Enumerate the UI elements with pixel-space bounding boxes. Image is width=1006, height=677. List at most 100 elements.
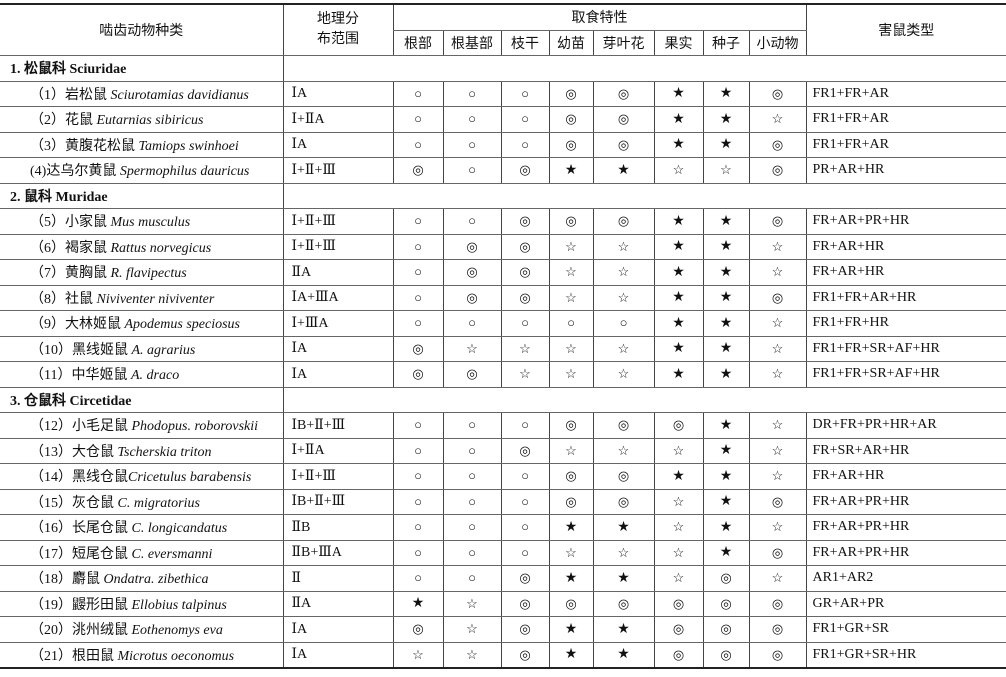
feeding-symbol-cell: ◎ bbox=[500, 285, 549, 311]
table-row: （2）花鼠 Eutarnias sibiricus Ⅰ+ⅡA ○ ○ ○ ◎ ◎ ★ ★ ☆ FR1… bbox=[0, 106, 1006, 133]
geo-cell: ⅠA bbox=[282, 361, 393, 388]
feeding-symbol-cell: ◎ bbox=[592, 81, 654, 107]
feeding-symbol-cell: ○ bbox=[548, 310, 593, 337]
feeding-symbol-cell: ★ bbox=[702, 489, 749, 515]
feeding-symbol-cell: ★ bbox=[653, 208, 703, 235]
feeding-symbol-cell: ○ bbox=[500, 489, 549, 515]
species-cell: （14）黑线仓鼠Cricetulus barabensis bbox=[0, 463, 283, 490]
feeding-symbol-cell: ★ bbox=[702, 81, 749, 107]
family-row: 3. 仓鼠科 Circetidae bbox=[0, 387, 1006, 413]
feeding-symbol-cell: ◎ bbox=[653, 412, 703, 439]
feeding-symbol-cell: ○ bbox=[442, 412, 501, 439]
feeding-symbol-cell: ☆ bbox=[548, 438, 593, 464]
geo-cell: Ⅰ+Ⅱ+Ⅲ bbox=[282, 463, 393, 490]
species-cn: （6）褐家鼠 bbox=[30, 240, 111, 256]
feeding-symbol-cell: ◎ bbox=[592, 412, 654, 439]
feeding-header: 取食特性 bbox=[392, 3, 806, 31]
feeding-symbol-cell: ☆ bbox=[748, 514, 806, 541]
feeding-symbol-cell: ★ bbox=[653, 285, 703, 311]
feeding-symbol-cell: ○ bbox=[392, 259, 443, 286]
species-cn: （14）黑线仓鼠 bbox=[30, 470, 128, 486]
feeding-symbol-cell: ◎ bbox=[653, 642, 703, 669]
feeding-symbol-cell: ◎ bbox=[548, 106, 593, 133]
species-cell: （10）黑线姬鼠 A. agrarius bbox=[0, 336, 283, 362]
feeding-symbol-cell: ☆ bbox=[748, 106, 806, 133]
feeding-symbol-cell: ★ bbox=[548, 616, 593, 643]
geo-cell: ⅠA bbox=[282, 616, 393, 643]
pest-type-cell: FR1+FR+AR bbox=[805, 106, 1006, 133]
species-cn: （17）短尾仓鼠 bbox=[30, 546, 132, 562]
feeding-symbol-cell: ☆ bbox=[548, 336, 593, 362]
feeding-symbol-cell: ☆ bbox=[392, 642, 443, 669]
feeding-symbol-cell: ◎ bbox=[392, 616, 443, 643]
feeding-symbol-cell: ★ bbox=[592, 565, 654, 592]
pest-type-cell: FR1+FR+HR bbox=[805, 310, 1006, 337]
feeding-symbol-cell: ◎ bbox=[548, 412, 593, 439]
family-empty bbox=[282, 387, 1006, 413]
feeding-symbol-cell: ☆ bbox=[653, 157, 703, 184]
table-row: （17）短尾仓鼠 C. eversmanni ⅡB+ⅢA ○ ○ ○ ☆ ☆ ☆ ★ ◎ FR+AR… bbox=[0, 540, 1006, 566]
feeding-symbol-cell: ◎ bbox=[592, 106, 654, 133]
species-cell: （9）大林姬鼠 Apodemus speciosus bbox=[0, 310, 283, 337]
table-row: （6）褐家鼠 Rattus norvegicus Ⅰ+Ⅱ+Ⅲ ○ ◎ ◎ ☆ ☆ ★ ★ ☆ FR+… bbox=[0, 234, 1006, 260]
feeding-symbol-cell: ◎ bbox=[592, 489, 654, 515]
geo-cell: Ⅰ+Ⅱ+Ⅲ bbox=[282, 234, 393, 260]
species-cn: （12）小毛足鼠 bbox=[30, 419, 132, 435]
species-cn: （5）小家鼠 bbox=[30, 215, 111, 231]
table-row: （8）社鼠 Niviventer niviventer ⅠA+ⅢA ○ ◎ ◎ ☆ ☆ ★ ★ ◎… bbox=[0, 285, 1006, 311]
feeding-symbol-cell: ☆ bbox=[653, 489, 703, 515]
species-cell: （7）黄胸鼠 R. flavipectus bbox=[0, 259, 283, 286]
feeding-symbol-cell: ◎ bbox=[702, 565, 749, 592]
geo-cell: Ⅰ+ⅡA bbox=[282, 438, 393, 464]
table-row: （19）鼹形田鼠 Ellobius talpinus ⅡA ★ ☆ ◎ ◎ ◎ ◎ ◎ ◎ GR+A… bbox=[0, 591, 1006, 617]
species-cell: （21）根田鼠 Microtus oeconomus bbox=[0, 642, 283, 669]
feeding-col-header: 枝干 bbox=[500, 30, 549, 56]
feeding-symbol-cell: ◎ bbox=[548, 132, 593, 158]
feeding-symbol-cell: ◎ bbox=[500, 565, 549, 592]
geo-cell: ⅡB bbox=[282, 514, 393, 541]
feeding-symbol-cell: ◎ bbox=[442, 259, 501, 286]
feeding-symbol-cell: ☆ bbox=[442, 336, 501, 362]
species-cell: （16）长尾仓鼠 C. longicandatus bbox=[0, 514, 283, 541]
feeding-symbol-cell: ○ bbox=[392, 540, 443, 566]
species-latin: Niviventer niviventer bbox=[96, 291, 215, 307]
feeding-symbol-cell: ○ bbox=[500, 310, 549, 337]
species-cell: （3）黄腹花松鼠 Tamiops swinhoei bbox=[0, 132, 283, 158]
feeding-symbol-cell: ○ bbox=[392, 514, 443, 541]
feeding-symbol-cell: ○ bbox=[442, 106, 501, 133]
feeding-symbol-cell: ◎ bbox=[548, 591, 593, 617]
feeding-symbol-cell: ☆ bbox=[548, 361, 593, 388]
feeding-symbol-cell: ○ bbox=[442, 208, 501, 235]
feeding-symbol-cell: ★ bbox=[592, 616, 654, 643]
feeding-symbol-cell: ○ bbox=[442, 540, 501, 566]
feeding-symbol-cell: ◎ bbox=[500, 438, 549, 464]
feeding-symbol-cell: ◎ bbox=[500, 642, 549, 669]
feeding-symbol-cell: ◎ bbox=[548, 81, 593, 107]
geo-cell: ⅡA bbox=[282, 259, 393, 286]
pest-type-cell: PR+AR+HR bbox=[805, 157, 1006, 184]
pest-type-cell: FR+AR+PR+HR bbox=[805, 208, 1006, 235]
feeding-symbol-cell: ★ bbox=[592, 157, 654, 184]
pest-type-cell: FR1+FR+AR bbox=[805, 81, 1006, 107]
feeding-col-header: 根部 bbox=[392, 30, 443, 56]
feeding-symbol-cell: ☆ bbox=[748, 438, 806, 464]
species-cell: (4)达乌尔黄鼠 Spermophilus dauricus bbox=[0, 157, 283, 184]
feeding-symbol-cell: ◎ bbox=[748, 642, 806, 669]
feeding-symbol-cell: ★ bbox=[548, 157, 593, 184]
species-cell: （5）小家鼠 Mus musculus bbox=[0, 208, 283, 235]
feeding-symbol-cell: ★ bbox=[653, 361, 703, 388]
feeding-symbol-cell: ○ bbox=[392, 285, 443, 311]
feeding-symbol-cell: ○ bbox=[442, 81, 501, 107]
feeding-symbol-cell: ◎ bbox=[500, 234, 549, 260]
feeding-symbol-cell: ○ bbox=[500, 81, 549, 107]
feeding-symbol-cell: ◎ bbox=[748, 489, 806, 515]
feeding-symbol-cell: ☆ bbox=[442, 642, 501, 669]
table-row: （20）洮州绒鼠 Eothenomys eva ⅠA ◎ ☆ ◎ ★ ★ ◎ ◎ ◎ FR1+GR+… bbox=[0, 616, 1006, 643]
species-latin: A. draco bbox=[130, 368, 180, 384]
feeding-symbol-cell: ◎ bbox=[748, 208, 806, 235]
table-row: （15）灰仓鼠 C. migratorius ⅠB+Ⅱ+Ⅲ ○ ○ ○ ◎ ◎ ☆ ★ ◎ FR+A… bbox=[0, 489, 1006, 515]
feeding-symbol-cell: ★ bbox=[592, 514, 654, 541]
feeding-symbol-cell: ☆ bbox=[592, 259, 654, 286]
geo-cell: ⅠB+Ⅱ+Ⅲ bbox=[282, 412, 393, 439]
feeding-symbol-cell: ★ bbox=[702, 514, 749, 541]
